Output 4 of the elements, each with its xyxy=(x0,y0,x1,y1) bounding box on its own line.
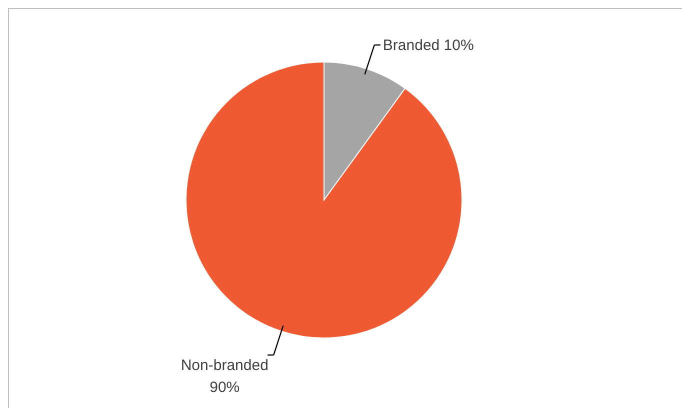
pie-slice xyxy=(186,62,462,338)
slice-label: Branded 10% xyxy=(382,36,474,54)
data-label: 90% xyxy=(210,379,240,396)
slice-label: Non-branded xyxy=(180,357,268,374)
